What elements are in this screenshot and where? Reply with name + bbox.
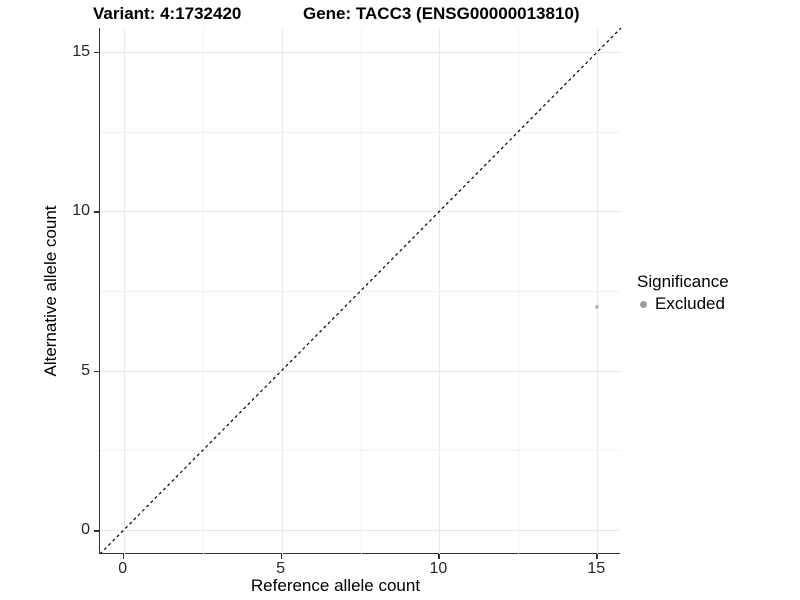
y-tick-label: 0 xyxy=(81,521,90,539)
variant-title: Variant: 4:1732420 xyxy=(93,4,242,23)
x-axis-title: Reference allele count xyxy=(250,576,421,595)
x-tick-label: 5 xyxy=(276,560,285,577)
x-tick-label: 0 xyxy=(118,560,128,577)
gridline-x-major xyxy=(439,28,441,554)
gridline-x-major xyxy=(281,28,283,554)
y-axis-tick xyxy=(94,530,99,532)
x-axis-tick xyxy=(596,554,598,559)
x-tick-label: 10 xyxy=(429,560,448,577)
gridline-y-major xyxy=(100,370,621,372)
gridline-x-major xyxy=(597,28,599,554)
gridline-y-minor xyxy=(100,131,621,133)
gridline-y-minor xyxy=(100,450,621,452)
x-axis-tick xyxy=(438,554,440,559)
legend-title: Significance xyxy=(637,272,729,291)
gene-title: Gene: TACC3 (ENSG00000013810) xyxy=(303,4,580,23)
plot-panel xyxy=(99,27,622,555)
gridline-y-minor xyxy=(100,291,621,292)
y-axis-tick xyxy=(94,370,99,373)
legend-circle-marker-icon xyxy=(640,300,647,308)
gridline-x-major xyxy=(123,28,125,554)
identity-line-layer xyxy=(99,27,622,555)
data-point xyxy=(595,304,600,309)
y-axis-tick xyxy=(94,51,99,54)
x-tick-label: 15 xyxy=(587,560,606,577)
legend-entry-excluded: Excluded xyxy=(637,294,729,314)
y-tick-label: 15 xyxy=(72,42,90,60)
y-axis-title: Alternative allele count xyxy=(41,205,60,377)
legend-entry-label: Excluded xyxy=(655,294,725,313)
gridline-y-major xyxy=(100,211,621,213)
y-tick-label: 10 xyxy=(72,202,90,220)
x-axis-tick xyxy=(122,554,125,559)
legend: Significance Excluded xyxy=(637,272,729,314)
x-axis-tick xyxy=(280,554,283,559)
y-axis-tick xyxy=(94,211,99,213)
y-tick-label: 5 xyxy=(81,361,90,379)
gridline-y-major xyxy=(100,51,621,53)
gridline-y-major xyxy=(100,530,621,532)
identity-dashed-line xyxy=(99,27,622,555)
